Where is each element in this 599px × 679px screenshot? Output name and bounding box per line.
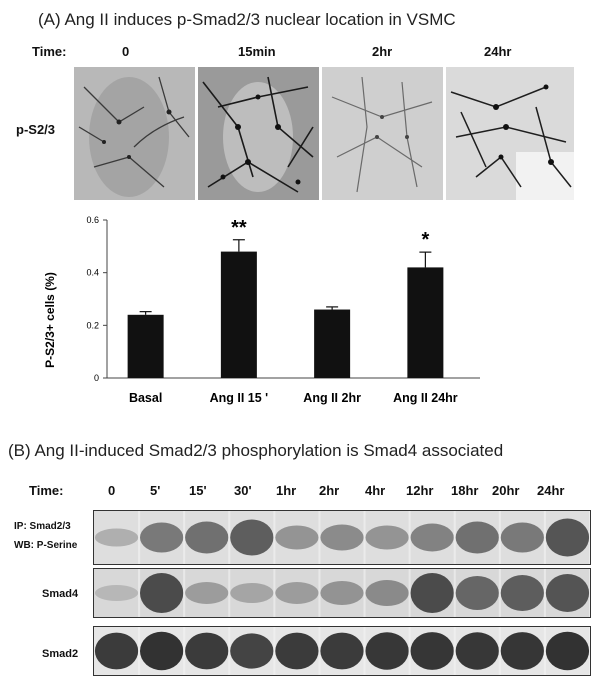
panel-a-time-0: 0 [122, 44, 130, 59]
micrograph-2hr [322, 67, 443, 200]
x-category-label: Ang II 15 ' [210, 391, 269, 405]
panel-b-title: (B) Ang II-induced Smad2/3 phosphorylati… [8, 441, 504, 460]
blot-band [455, 576, 499, 610]
y-tick-label: 0.4 [86, 268, 99, 278]
bar-chart-svg: P-S2/3+ cells (%) 0 0.2 0.4 0.6 Basal ** Ang I… [43, 215, 480, 405]
blot-band [500, 522, 545, 553]
blot-band [94, 528, 139, 547]
blot1-label-wb: WB: P-Serine [14, 540, 78, 551]
micrograph-24hr [446, 67, 574, 200]
blot-band [365, 525, 409, 550]
panel-b-time-label: Time: [29, 483, 64, 498]
y-tick-label: 0 [94, 373, 99, 383]
panel-b-time-9: 20hr [492, 483, 520, 498]
y-tick-label: 0.6 [86, 215, 99, 225]
blot-band [320, 581, 364, 605]
blot1-label-ip: IP: Smad2/3 [14, 521, 71, 532]
panel-a-title: (A) Ang II induces p-Smad2/3 nuclear loc… [38, 10, 456, 29]
blot-band [545, 518, 590, 557]
panel-a-time-15min: 15min [238, 44, 276, 59]
blot-band [185, 632, 229, 670]
panel-a-time-24hr: 24hr [484, 44, 512, 59]
blot-band [275, 632, 319, 670]
blot-smad4 [93, 568, 591, 618]
blot-band [230, 583, 274, 603]
blot-band [185, 521, 229, 554]
blot-band [455, 521, 499, 554]
micrograph-15min [198, 67, 319, 200]
blot-band [455, 632, 499, 670]
panel-b-time-0: 0 [108, 483, 116, 498]
panel-b-time-7: 12hr [406, 483, 434, 498]
panel-b-time-10: 24hr [537, 483, 565, 498]
blot-band [320, 524, 364, 551]
bar [407, 267, 444, 378]
panel-b-time-1: 5' [150, 483, 161, 498]
blot-band [500, 632, 545, 670]
blot-band [365, 632, 409, 670]
panel-b-time-6: 4hr [365, 483, 386, 498]
blot-band [139, 573, 184, 613]
blot-band [275, 525, 319, 550]
y-axis-label: P-S2/3+ cells (%) [43, 272, 57, 368]
blot-band [320, 632, 364, 670]
x-category-label: Ang II 2hr [303, 391, 361, 405]
bar [220, 251, 257, 378]
blot1-label: IP: Smad2/3 WB: P-Serine [14, 517, 77, 555]
panel-a-row-label: p-S2/3 [16, 122, 56, 137]
blot-p-serine [93, 510, 591, 565]
significance-marker: ** [231, 217, 247, 239]
panel-b-time-2: 15' [189, 483, 207, 498]
x-category-label: Basal [129, 391, 162, 405]
blot-band [500, 575, 545, 611]
blot-band [94, 632, 139, 670]
blot-band [545, 631, 590, 671]
blot2-label: Smad4 [42, 588, 79, 600]
blot-band [545, 574, 590, 612]
blot-band [275, 582, 319, 604]
bar [314, 309, 351, 378]
blot-band [230, 519, 274, 556]
blot-smad2 [93, 626, 591, 676]
blot-band [410, 632, 454, 670]
panel-b-time-8: 18hr [451, 483, 479, 498]
panel-b-time-3: 30' [234, 483, 252, 498]
panel-a-time-2hr: 2hr [372, 44, 393, 59]
blot-band [139, 522, 184, 553]
blot-band [94, 585, 139, 601]
blot-band [230, 633, 274, 669]
blot-band [139, 631, 184, 671]
panel-b-time-4: 1hr [276, 483, 297, 498]
micrograph-0 [74, 67, 195, 200]
blot-band [410, 573, 454, 613]
blot-band [410, 523, 454, 552]
x-category-label: Ang II 24hr [393, 391, 458, 405]
bar-chart: P-S2/3+ cells (%) 0 0.2 0.4 0.6 Basal ** Ang I… [40, 210, 490, 410]
bar [127, 314, 164, 378]
significance-marker: * [421, 229, 429, 251]
blot-band [185, 582, 229, 604]
y-tick-label: 0.2 [86, 320, 99, 330]
blot-band [365, 580, 409, 606]
panel-b-time-5: 2hr [319, 483, 340, 498]
panel-a-time-label: Time: [32, 44, 67, 59]
blot3-label: Smad2 [42, 648, 79, 660]
